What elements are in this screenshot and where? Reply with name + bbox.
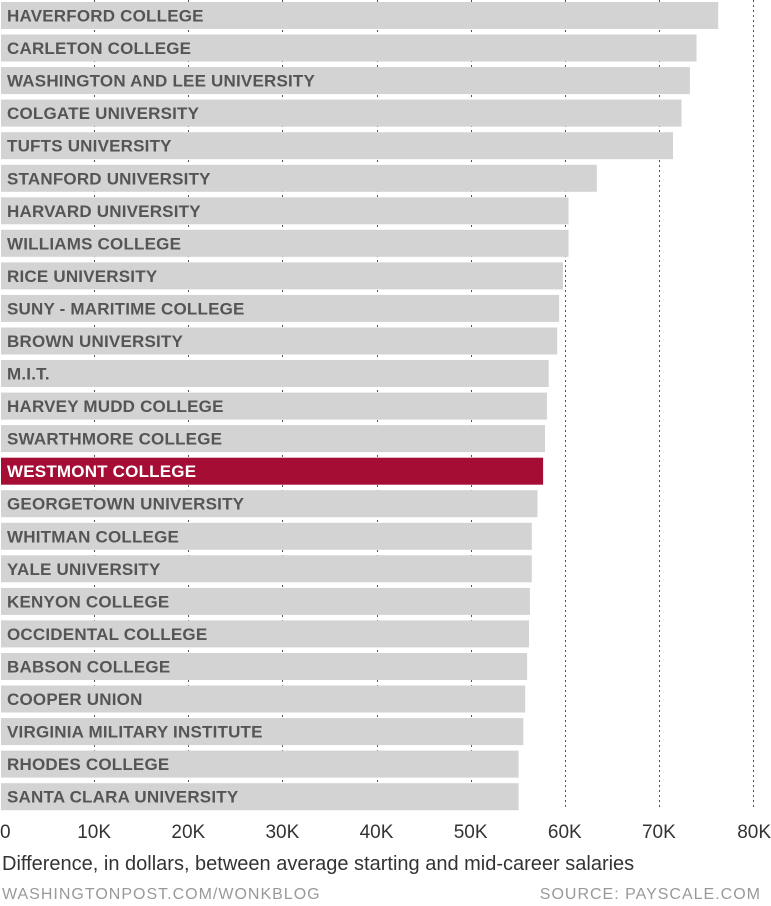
x-tick-label: 0: [0, 822, 11, 843]
bar-tufts-university: [1, 132, 673, 160]
bar-kenyon-college: [1, 587, 530, 615]
bar-label: STANFORD UNIVERSITY: [7, 169, 211, 188]
bar-label: M.I.T.: [7, 365, 50, 384]
bar-rhodes-college: [1, 750, 519, 778]
bar-brown-university: [1, 327, 558, 355]
bar-label: KENYON COLLEGE: [7, 592, 169, 611]
bar-washington-and-lee-university: [1, 67, 690, 95]
bar-label: YALE UNIVERSITY: [7, 560, 161, 579]
bar-label: WHITMAN COLLEGE: [7, 527, 179, 546]
bar-occidental-college: [1, 620, 529, 648]
x-tick-label: 40K: [360, 822, 394, 843]
bar-label: BROWN UNIVERSITY: [7, 332, 183, 351]
bar-label: WESTMONT COLLEGE: [7, 462, 196, 481]
bar-label: HARVARD UNIVERSITY: [7, 202, 201, 221]
bar-stanford-university: [1, 164, 597, 192]
bar-rice-university: [1, 262, 563, 290]
x-tick-label: 50K: [454, 822, 488, 843]
bar-williams-college: [1, 229, 569, 257]
x-axis-tick-labels: 0 10K 20K 30K 40K 50K 60K 70K 80K: [0, 822, 771, 843]
bar-georgetown-university: [1, 490, 538, 518]
bar-label: OCCIDENTAL COLLEGE: [7, 625, 207, 644]
bar-cooper-union: [1, 685, 526, 713]
bar-label: RICE UNIVERSITY: [7, 267, 158, 286]
x-axis-label: Difference, in dollars, between average …: [2, 853, 635, 875]
bar-santa-clara-university: [1, 783, 519, 811]
bar-labels: HAVERFORD COLLEGE CARLETON COLLEGE WASHING…: [7, 7, 316, 807]
bar-label: HAVERFORD COLLEGE: [7, 7, 204, 26]
bar-suny-maritime-college: [1, 294, 560, 322]
bar-yale-university: [1, 555, 532, 583]
bar-label: WASHINGTON AND LEE UNIVERSITY: [7, 72, 316, 91]
bars: [1, 2, 719, 811]
bar-colgate-university: [1, 99, 682, 127]
bar-babson-college: [1, 653, 528, 680]
bar-label: RHODES COLLEGE: [7, 755, 169, 774]
x-tick-label: 10K: [77, 822, 111, 843]
bar-virginia-military-institute: [1, 718, 524, 746]
bar-swarthmore-college: [1, 425, 545, 453]
x-tick-label: 70K: [642, 822, 676, 843]
x-tick-label: 80K: [737, 822, 771, 843]
bar-label: HARVEY MUDD COLLEGE: [7, 397, 224, 416]
x-tick-label: 30K: [265, 822, 299, 843]
bar-label: SUNY - MARITIME COLLEGE: [7, 299, 245, 318]
bar-label: BABSON COLLEGE: [7, 658, 170, 677]
bar-label: SWARTHMORE COLLEGE: [7, 430, 222, 449]
bar-westmont-college: [1, 457, 544, 485]
bar-label: TUFTS UNIVERSITY: [7, 137, 172, 156]
footer-source-credit: SOURCE: PAYSCALE.COM: [539, 886, 761, 903]
bar-haverford-college: [1, 2, 719, 29]
bar-label: COLGATE UNIVERSITY: [7, 104, 200, 123]
bar-harvard-university: [1, 197, 569, 225]
bar-harvey-mudd-college: [1, 392, 547, 420]
bar-label: SANTA CLARA UNIVERSITY: [7, 788, 239, 807]
bar-label: COOPER UNION: [7, 690, 143, 709]
bar-carleton-college: [1, 34, 697, 62]
bar-label: VIRGINIA MILITARY INSTITUTE: [7, 723, 263, 742]
bar-label: GEORGETOWN UNIVERSITY: [7, 495, 245, 514]
bar-label: CARLETON COLLEGE: [7, 39, 191, 58]
footer-source-site: WASHINGTONPOST.COM/WONKBLOG: [2, 886, 321, 903]
x-tick-label: 60K: [548, 822, 582, 843]
bar-label: WILLIAMS COLLEGE: [7, 234, 181, 253]
bar-whitman-college: [1, 522, 532, 550]
x-tick-label: 20K: [171, 822, 205, 843]
bar-m-i-t: [1, 360, 549, 387]
